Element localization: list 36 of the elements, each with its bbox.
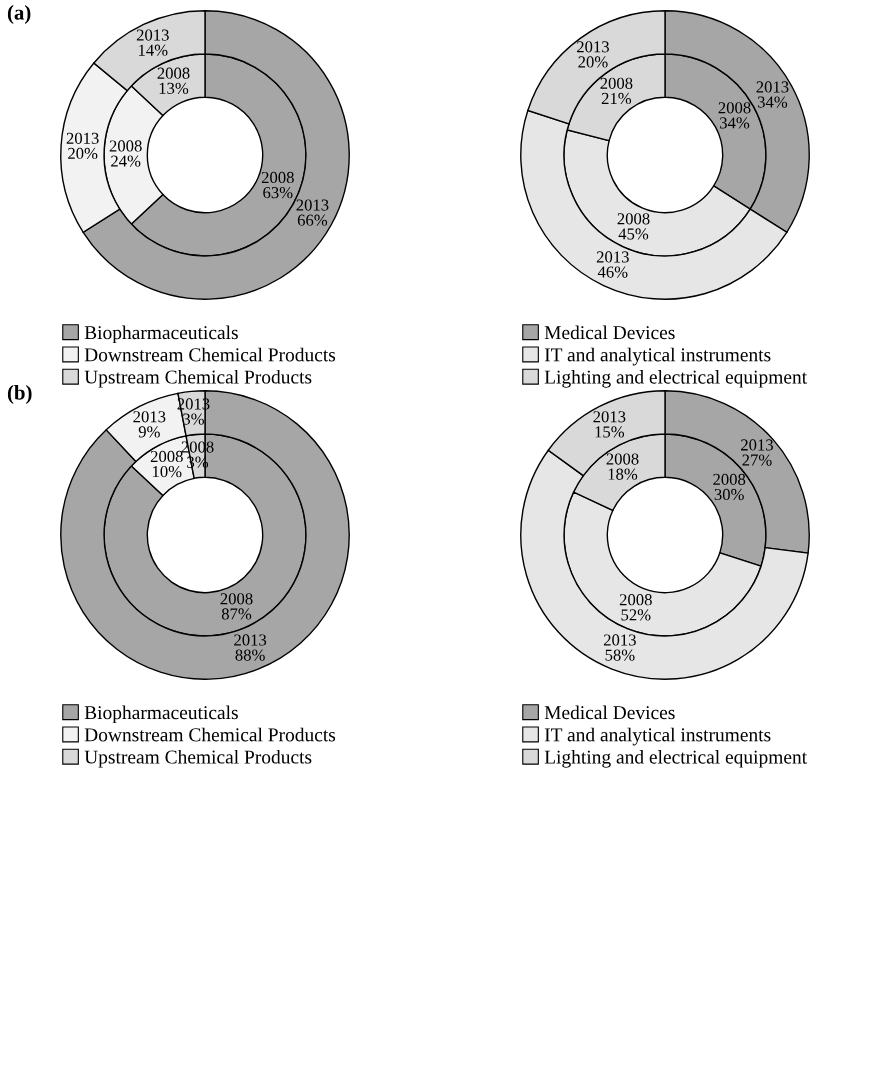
data-label: 2008 21% <box>600 77 633 105</box>
data-label: 2013 20% <box>577 41 609 68</box>
data-label: 2013 66% <box>296 199 329 226</box>
data-label: 2013 20% <box>66 132 99 160</box>
legend-label: Upstream Chemical Products <box>84 749 312 768</box>
data-label: 2013 14% <box>136 29 169 56</box>
data-label: 2008 52% <box>619 594 652 621</box>
legend-label: Downstream Chemical Products <box>84 727 336 742</box>
data-label: 2013 88% <box>234 634 267 661</box>
legend-label: Biopharmaceuticals <box>84 705 238 724</box>
data-label: 2008 30% <box>713 473 746 501</box>
data-label: 2008 18% <box>606 453 639 480</box>
data-label: 2008 34% <box>718 102 751 129</box>
data-label: 2013 46% <box>596 251 629 278</box>
data-label: 2013 9% <box>133 411 166 438</box>
data-label: 2013 34% <box>756 81 789 108</box>
data-label: 2008 10% <box>150 450 183 478</box>
legend-label: IT and analytical instruments <box>544 347 771 366</box>
data-label: 2008 87% <box>220 593 253 620</box>
data-label: 2013 15% <box>593 411 626 438</box>
legend-label: Downstream Chemical Products <box>84 347 336 362</box>
legend-label: IT and analytical instruments <box>544 727 771 746</box>
data-label: 2008 45% <box>617 213 650 240</box>
legend-label: Medical Devices <box>544 705 675 720</box>
data-label: 2008 24% <box>109 140 142 167</box>
legend-label: Biopharmaceuticals <box>84 325 238 344</box>
legend-label: Lighting and electrical equipment <box>544 369 807 388</box>
chart-title: (b) <box>7 385 32 404</box>
data-label: 2008 13% <box>157 67 190 94</box>
legend-label: Lighting and electrical equipment <box>544 749 807 768</box>
legend-label: Upstream Chemical Products <box>84 369 312 388</box>
legend-label: Medical Devices <box>544 325 675 340</box>
data-label: 2013 58% <box>603 634 636 661</box>
data-label: 2013 27% <box>741 439 773 466</box>
chart-title: (a) <box>7 5 31 24</box>
data-label: 2008 63% <box>261 171 294 199</box>
